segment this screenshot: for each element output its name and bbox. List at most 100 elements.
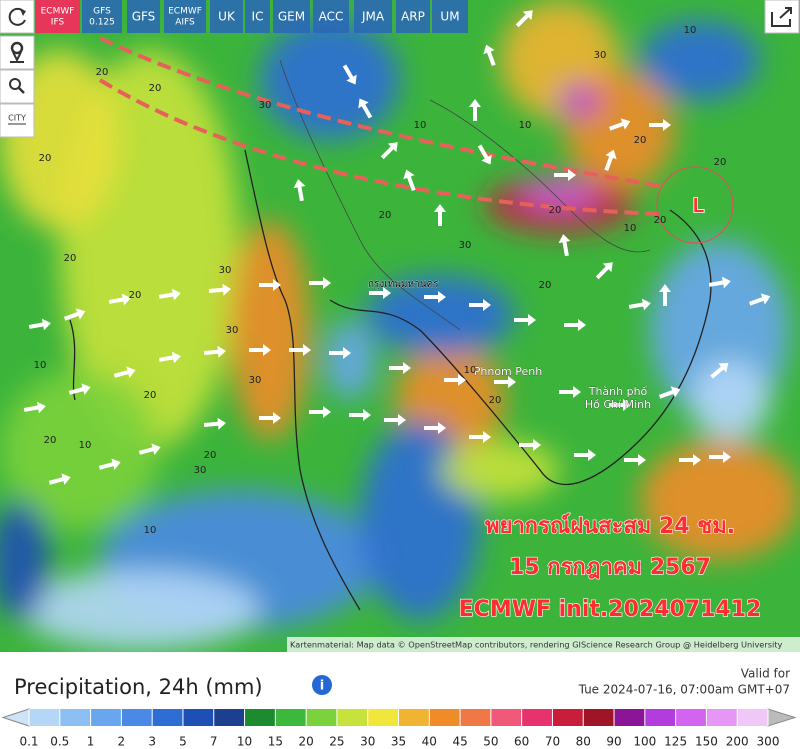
forecast-overlay: พยากรณ์ฝนสะสม 24 ชม. 15 กรกฎาคม 2567 ECM… [458,512,762,622]
model-label: UK [218,10,236,24]
contour-label: 10 [684,25,697,36]
wind-arrow [113,366,136,379]
model-button[interactable] [432,0,468,33]
refresh-button[interactable] [0,0,35,34]
scale-label: 80 [576,735,591,749]
model-button[interactable] [313,0,349,33]
wind-arrow [515,10,533,28]
overlay-line: ECMWF init.2024071412 [459,597,762,622]
low-circle [656,166,734,244]
coastline [329,209,712,486]
model-button[interactable] [273,0,310,33]
wind-arrow [403,169,416,192]
rain-area [690,360,770,440]
refresh-icon [8,7,26,26]
scale-swatch [490,709,522,726]
scale-swatch [182,709,214,726]
model-button[interactable] [127,0,160,33]
wind-arrow [309,406,331,418]
rain-area [0,500,50,620]
model-label: 0.125 [89,18,115,28]
contour-label: 30 [249,375,262,386]
scale-swatch [152,709,183,726]
place-label: กรุงเทพมหานคร [368,279,439,290]
rain-area [260,20,400,140]
contour-label: 20 [204,450,217,461]
model-label: JMA [361,10,385,24]
scale-swatch [336,709,368,726]
wind-arrow [203,345,226,358]
wind-arrow [108,293,131,306]
wind-arrow [469,431,491,443]
side-tools: CITY [0,35,35,138]
wind-arrow [564,319,586,331]
wind-arrow [710,362,729,379]
pin-icon [10,51,24,63]
scale-swatch [213,709,245,726]
scale-label: 200 [726,735,749,749]
place-label: Hồ Chí Minh [585,398,651,411]
valid-label: Valid for [741,667,790,681]
contour-label: 20 [379,210,392,221]
model-button[interactable] [164,0,206,33]
wind-arrow [658,386,681,399]
scale-label: 150 [695,735,718,749]
wind-arrow [384,414,406,426]
rain-area [440,440,560,500]
scale-label: 60 [514,735,529,749]
scale-label: 125 [664,735,687,749]
model-button[interactable] [354,0,392,33]
wind-arrows [23,10,771,486]
place-label: Phnom Penh [474,365,542,378]
contour-label: 30 [259,100,272,111]
contour-label: 30 [194,465,207,476]
wind-arrow [444,374,466,386]
info-i: i [320,679,324,694]
wind-arrow [259,279,281,291]
pin-icon [10,41,24,55]
zoom-button[interactable] [0,69,35,104]
wind-arrow [329,347,351,359]
wind-arrow [342,64,357,85]
scale-label: 50 [483,735,498,749]
wind-arrow [138,443,161,456]
colorbar: 0.1 0.5 1 2 3 5 7 10 15 20 25 30 35 40 45 50 60 70 80 90 100… [1,708,797,749]
wind-arrow [679,454,701,466]
legend-panel [0,652,800,749]
wind-arrow [709,451,731,463]
contour-label: 30 [226,325,239,336]
zoom-icon [9,78,21,90]
low-label: L [692,194,705,218]
rain-area [20,570,260,650]
contour-label: 20 [634,135,647,146]
refresh-icon [20,9,26,16]
contour-label: 20 [489,395,502,406]
model-button[interactable] [82,0,122,33]
overlay-line: พยากรณ์ฝนสะสม 24 ชม. [485,513,735,539]
scale-label: 45 [452,735,467,749]
contour-label: 20 [96,67,109,78]
contour-label: 10 [414,120,427,131]
model-button[interactable] [396,0,430,33]
model-button[interactable] [245,0,270,33]
model-button[interactable] [35,0,80,33]
wind-arrow [604,149,617,172]
wind-arrow [554,169,576,181]
contour-label: 10 [34,360,47,371]
wind-arrow [380,142,398,160]
wind-arrow [483,44,496,67]
info-icon[interactable] [312,675,332,695]
scale-label: 7 [210,735,218,749]
scale-swatch [737,709,768,726]
wind-arrow [23,401,46,414]
wind-arrow [748,293,771,306]
wind-arrow [434,204,446,226]
scale-swatch [429,709,461,726]
wind-arrow [659,284,671,306]
model-button[interactable] [210,0,243,33]
scale-label: 25 [329,735,344,749]
scale-label: 5 [179,735,187,749]
city-button[interactable] [0,103,35,138]
scale-label: 30 [360,735,375,749]
